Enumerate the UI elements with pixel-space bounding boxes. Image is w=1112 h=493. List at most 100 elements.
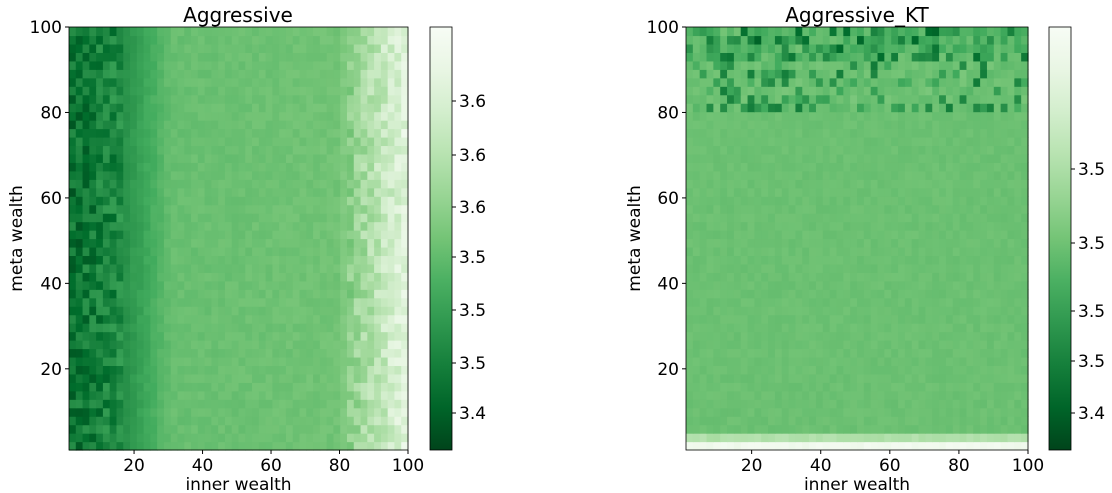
heatmap-cell [692, 128, 701, 138]
heatmap-cell [374, 314, 382, 324]
heatmap-cell [116, 111, 124, 121]
heatmap-cell [143, 94, 151, 104]
heatmap-cell [319, 204, 328, 214]
heatmap-cell [720, 128, 728, 138]
heatmap-cell [380, 27, 389, 37]
heatmap-cell [925, 35, 933, 45]
heatmap-cell [197, 77, 206, 87]
heatmap-cell [1000, 263, 1009, 273]
heatmap-cell [218, 390, 226, 400]
heatmap-cell [863, 246, 872, 257]
heatmap-cell [768, 433, 776, 443]
heatmap-cell [788, 153, 797, 163]
heatmap-cell [740, 433, 749, 443]
heatmap-cell [747, 35, 755, 45]
heatmap-cell [898, 128, 906, 138]
heatmap-cell [394, 94, 402, 104]
heatmap-cell [959, 365, 968, 375]
heatmap-cell [768, 86, 776, 96]
heatmap-cell [768, 35, 776, 45]
heatmap-cell [891, 246, 899, 257]
heatmap-cell [238, 255, 246, 265]
heatmap-cell [224, 120, 233, 130]
heatmap-cell [945, 246, 954, 257]
heatmap-cell [829, 306, 838, 316]
heatmap-cell [809, 399, 817, 409]
heatmap-cell [781, 365, 790, 375]
heatmap-cell [863, 153, 872, 163]
heatmap-cell [747, 128, 755, 138]
heatmap-cell [116, 441, 124, 451]
heatmap-cell [727, 255, 735, 265]
heatmap-cell [136, 407, 145, 417]
heatmap-cell [857, 246, 865, 257]
heatmap-cell [898, 272, 906, 282]
heatmap-cell [136, 86, 145, 96]
heatmap-cell [973, 263, 981, 273]
heatmap-cell [781, 153, 790, 163]
heatmap-cell [747, 120, 755, 130]
heatmap-cell [387, 399, 396, 409]
heatmap-cell [333, 306, 341, 316]
heatmap-cell [795, 356, 803, 366]
heatmap-cell [1000, 399, 1009, 409]
heatmap-cell [891, 263, 899, 273]
heatmap-cell [877, 204, 885, 214]
heatmap-cell [686, 272, 694, 282]
heatmap-cell [163, 27, 172, 37]
heatmap-cell [238, 221, 246, 231]
heatmap-cell [870, 416, 879, 426]
heatmap-cell [170, 348, 179, 358]
heatmap-cell [699, 340, 708, 350]
heatmap-cell [136, 179, 145, 189]
heatmap-cell [1014, 424, 1022, 434]
heatmap-cell [353, 238, 362, 248]
heatmap-cell [877, 255, 885, 265]
heatmap-cell [360, 238, 368, 248]
heatmap-cell [75, 433, 84, 443]
heatmap-cell [170, 120, 179, 130]
heatmap-cell [123, 27, 131, 37]
heatmap-cell [932, 255, 940, 265]
heatmap-cell [306, 340, 314, 350]
heatmap-cell [740, 221, 749, 231]
heatmap-cell [884, 416, 892, 426]
heatmap-cell [401, 382, 409, 392]
heatmap-cell [870, 306, 879, 316]
heatmap-cell [116, 433, 124, 443]
heatmap-cell [333, 179, 341, 189]
heatmap-cell [829, 280, 838, 290]
heatmap-cell [747, 306, 755, 316]
heatmap-cell [966, 365, 974, 375]
heatmap-cell [279, 103, 287, 113]
heatmap-cell [720, 43, 728, 53]
heatmap-cell [326, 348, 335, 358]
heatmap-cell [394, 103, 402, 113]
heatmap-cell [170, 86, 179, 96]
heatmap-cell [150, 60, 158, 70]
heatmap-cell [788, 272, 797, 282]
heatmap-cell [692, 314, 701, 324]
heatmap-cell [130, 373, 138, 383]
heatmap-cell [692, 331, 701, 341]
heatmap-cell [346, 204, 355, 214]
heatmap-cell [686, 43, 694, 53]
heatmap-cell [123, 416, 131, 426]
heatmap-cell [204, 136, 212, 147]
heatmap-cell [774, 69, 783, 79]
heatmap-cell [360, 416, 368, 426]
heatmap-cell [904, 280, 913, 290]
heatmap-cell [157, 170, 165, 180]
heatmap-cell [733, 213, 742, 223]
heatmap-cell [326, 187, 335, 197]
heatmap-cell [884, 289, 892, 299]
heatmap-cell [252, 416, 260, 426]
heatmap-cell [150, 43, 158, 53]
heatmap-cell [306, 433, 314, 443]
heatmap-cell [299, 331, 307, 341]
heatmap-cell [761, 280, 769, 290]
heatmap-cell [319, 179, 328, 189]
heatmap-cell [252, 390, 260, 400]
heatmap-cell [781, 196, 790, 206]
heatmap-cell [829, 196, 838, 206]
